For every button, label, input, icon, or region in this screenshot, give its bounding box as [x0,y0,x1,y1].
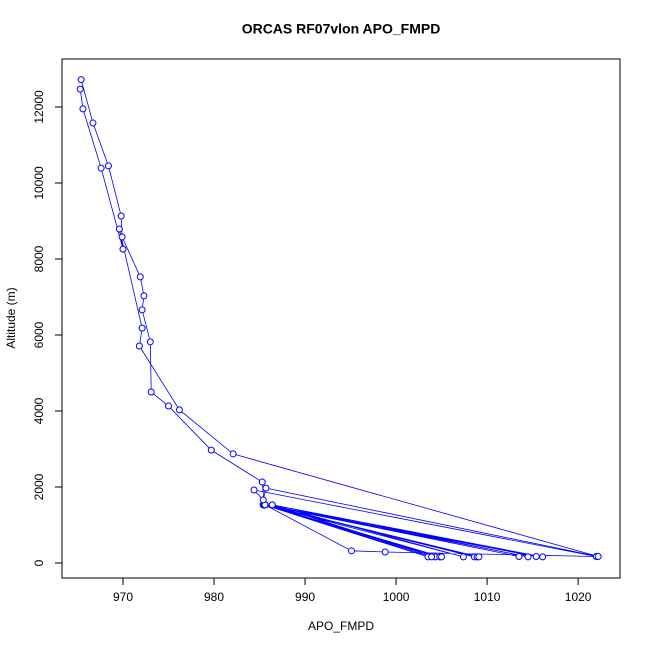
x-tick-label: 1010 [474,590,501,604]
data-point [104,162,112,170]
data-point [250,486,258,494]
data-point [97,164,105,172]
data-point [138,324,146,332]
chart-title: ORCAS RF07vlon APO_FMPD [242,21,441,37]
data-point [79,105,87,113]
data-point [262,484,270,492]
data-point [381,548,389,556]
x-tick-label: 1000 [383,590,410,604]
data-point [428,553,436,561]
data-point [459,553,467,561]
data-point [259,496,267,504]
x-tick-label: 1020 [565,590,592,604]
data-point [347,547,355,555]
data-point [594,553,602,561]
y-tick-label: 6000 [32,321,46,348]
data-line [79,79,599,558]
data-point [515,553,523,561]
data-point [138,306,146,314]
data-point [229,450,237,458]
data-point [117,212,125,220]
y-tick-label: 10000 [32,166,46,200]
y-tick-label: 2000 [32,473,46,500]
y-axis-label: Altitude (m) [4,287,18,348]
y-tick-label: 4000 [32,397,46,424]
x-axis-label: APO_FMPD [308,619,374,633]
data-point [77,76,85,84]
data-point [475,553,483,561]
data-point [135,342,143,350]
data-point [119,245,127,253]
data-point [438,553,446,561]
data-point [115,225,123,233]
x-tick-label: 990 [295,590,315,604]
data-point [524,553,532,561]
data-point [268,501,276,509]
data-point [258,478,266,486]
y-tick-label: 8000 [32,245,46,272]
data-point [207,446,215,454]
y-tick-label: 0 [32,559,46,566]
data-point [539,553,547,561]
data-point [532,553,540,561]
x-tick-label: 970 [113,590,133,604]
data-point [147,388,155,396]
data-point [76,85,84,93]
x-tick-label: 980 [204,590,224,604]
y-tick-label: 12000 [32,90,46,124]
data-point [136,273,144,281]
plot-frame [61,58,621,579]
data-point [165,402,173,410]
data-point [89,119,97,127]
data-point [175,406,183,414]
data-point [118,233,126,241]
data-point [146,338,154,346]
data-point [140,292,148,300]
